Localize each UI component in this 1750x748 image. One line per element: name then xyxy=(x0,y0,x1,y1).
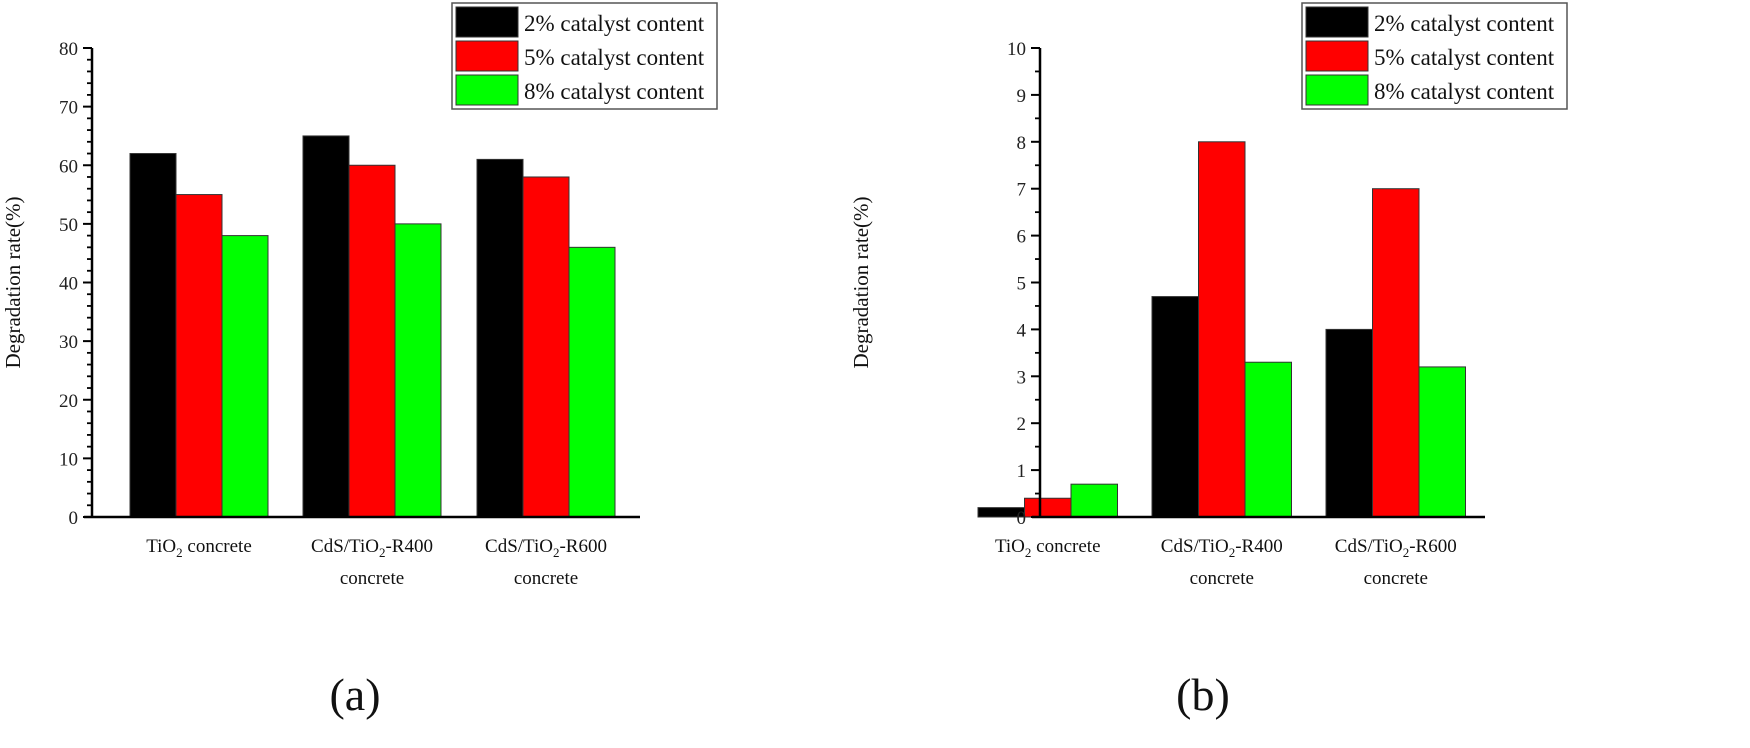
y-axis-title: Degradation rate(%) xyxy=(1,197,25,369)
bar-2pct-cat2 xyxy=(1325,328,1373,518)
x-category-label-line2: concrete xyxy=(1364,568,1428,589)
y-tick-label: 8 xyxy=(1017,133,1027,154)
y-tick-label: 60 xyxy=(59,156,78,177)
y-tick-label: 9 xyxy=(1017,86,1027,107)
y-tick-label: 50 xyxy=(59,215,78,236)
x-category-label: CdS/TiO2-R400 xyxy=(1161,536,1283,560)
bar-8pct-cat0 xyxy=(1070,483,1118,518)
legend: 2% catalyst content 5% catalyst content 8%… xyxy=(1301,2,1568,110)
bar-2pct-cat1 xyxy=(302,135,350,518)
y-tick-label: 10 xyxy=(59,449,78,470)
x-category-label: TiO2 concrete xyxy=(995,536,1101,560)
bar-8pct-cat1 xyxy=(394,223,442,518)
x-category-label: CdS/TiO2-R600 xyxy=(485,536,607,560)
bar-2pct-cat1 xyxy=(1151,296,1199,518)
bar-8pct-cat2 xyxy=(568,246,616,518)
bar-5pct-cat0 xyxy=(175,194,223,518)
legend-swatch xyxy=(455,6,519,38)
chart-panel-a: 0 10 20 30 40 50 60 70 80 Degradation rate(%) TiO2… xyxy=(1,2,718,720)
legend: 2% catalyst content 5% catalyst content 8%… xyxy=(451,2,718,110)
bar-5pct-cat1 xyxy=(1198,141,1246,518)
legend-swatch xyxy=(1305,40,1369,72)
y-tick-label: 1 xyxy=(1017,461,1027,482)
bar-5pct-cat1 xyxy=(348,164,396,518)
y-tick-label: 0 xyxy=(1017,508,1027,529)
y-tick-label: 5 xyxy=(1017,274,1027,295)
bar-5pct-cat2 xyxy=(1372,188,1420,518)
bar-5pct-cat2 xyxy=(522,176,570,518)
legend-swatch xyxy=(455,40,519,72)
bar-2pct-cat0 xyxy=(129,153,177,518)
x-category-label-line2: concrete xyxy=(340,568,404,589)
panel-label: (a) xyxy=(329,669,380,720)
bar-2pct-cat2 xyxy=(476,158,524,518)
x-category-label: CdS/TiO2-R400 xyxy=(311,536,433,560)
bar-8pct-cat0 xyxy=(221,235,269,518)
legend-swatch xyxy=(455,74,519,106)
x-category-label-line2: concrete xyxy=(514,568,578,589)
y-tick-label: 3 xyxy=(1017,367,1027,388)
y-axis-title: Degradation rate(%) xyxy=(849,197,873,369)
y-tick-label: 40 xyxy=(59,274,78,295)
panel-label: (b) xyxy=(1176,669,1230,720)
legend-label: 5% catalyst content xyxy=(524,45,705,70)
legend-label: 2% catalyst content xyxy=(1374,11,1555,36)
legend-swatch xyxy=(1305,6,1369,38)
x-category-label-line2: concrete xyxy=(1190,568,1254,589)
y-tick-label: 7 xyxy=(1017,180,1027,201)
y-tick-label: 80 xyxy=(59,39,78,60)
y-tick-label: 0 xyxy=(69,508,79,529)
x-category-label: TiO2 concrete xyxy=(146,536,252,560)
x-category-label: CdS/TiO2-R600 xyxy=(1335,536,1457,560)
bar-8pct-cat2 xyxy=(1418,366,1466,518)
legend-label: 2% catalyst content xyxy=(524,11,705,36)
y-tick-label: 20 xyxy=(59,391,78,412)
legend-label: 5% catalyst content xyxy=(1374,45,1555,70)
chart-panel-b: 0 1 2 3 4 5 6 7 8 9 10 Degradation rate(%) TiO2 conc… xyxy=(849,2,1568,720)
legend-swatch xyxy=(1305,74,1369,106)
legend-label: 8% catalyst content xyxy=(1374,79,1555,104)
y-tick-label: 4 xyxy=(1017,320,1027,341)
y-tick-label: 30 xyxy=(59,332,78,353)
y-tick-label: 10 xyxy=(1007,39,1026,60)
y-tick-label: 2 xyxy=(1017,414,1027,435)
bar-8pct-cat1 xyxy=(1244,361,1292,518)
y-tick-label: 70 xyxy=(59,98,78,119)
bar-5pct-cat0 xyxy=(1024,497,1072,518)
legend-label: 8% catalyst content xyxy=(524,79,705,104)
y-tick-label: 6 xyxy=(1017,227,1027,248)
